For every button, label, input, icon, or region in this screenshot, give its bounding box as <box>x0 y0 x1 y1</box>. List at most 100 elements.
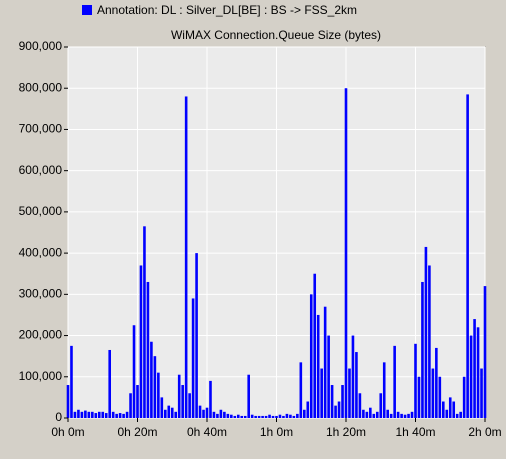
bar <box>125 411 129 418</box>
bar <box>303 409 306 418</box>
bar <box>160 397 164 418</box>
bar <box>115 413 118 418</box>
bar <box>236 414 240 418</box>
bar <box>389 413 393 418</box>
bar <box>198 405 202 418</box>
bar <box>476 327 480 418</box>
bar <box>445 409 449 418</box>
bar <box>139 265 143 418</box>
bar <box>316 314 320 418</box>
bar <box>167 405 171 418</box>
bar <box>334 405 337 418</box>
bar <box>87 411 91 418</box>
bar <box>84 410 87 418</box>
bar <box>80 411 84 418</box>
bar <box>358 393 362 418</box>
bar <box>223 411 226 418</box>
bar <box>296 413 299 418</box>
bar <box>386 409 389 418</box>
bar <box>375 411 379 418</box>
bar <box>400 413 403 418</box>
bar <box>66 385 70 418</box>
bar <box>459 411 462 418</box>
bar <box>268 414 271 418</box>
bar <box>379 393 383 418</box>
bar <box>282 415 285 418</box>
bar <box>177 374 181 418</box>
x-tick-label: 1h 0m <box>260 425 293 439</box>
bar <box>435 347 438 418</box>
bar <box>77 409 80 418</box>
bar <box>421 281 424 418</box>
bar <box>170 407 174 418</box>
bar <box>313 273 317 418</box>
bars <box>66 88 487 419</box>
bar <box>455 413 459 418</box>
bar <box>129 393 132 418</box>
bar <box>257 415 261 418</box>
chart-title: WiMAX Connection.Queue Size (bytes) <box>171 28 381 42</box>
bar <box>442 401 445 418</box>
bar <box>118 413 122 418</box>
bar <box>469 335 473 418</box>
bar <box>414 343 417 418</box>
bar <box>341 385 344 418</box>
bar <box>327 335 330 418</box>
bar <box>431 368 435 418</box>
bar <box>240 415 244 418</box>
bar <box>396 411 400 418</box>
bar <box>233 415 237 418</box>
bar <box>230 414 233 418</box>
bar <box>101 411 105 418</box>
bar <box>150 341 153 418</box>
bar <box>243 415 247 418</box>
bar <box>320 368 323 418</box>
bar <box>362 409 365 418</box>
legend-swatch <box>82 5 92 15</box>
y-tick-label: 200,000 <box>19 328 63 342</box>
bar <box>136 385 139 418</box>
bar <box>97 411 101 418</box>
bar <box>369 407 372 418</box>
bar <box>91 411 94 418</box>
bar <box>365 411 369 418</box>
bar <box>174 411 178 418</box>
bar <box>407 413 410 418</box>
bar <box>466 94 469 419</box>
y-tick-label: 100,000 <box>19 369 63 383</box>
bar <box>216 413 219 418</box>
bar <box>122 413 125 418</box>
y-tick-label: 0 <box>55 410 62 424</box>
bar <box>261 415 264 418</box>
x-tick-label: 1h 20m <box>326 425 366 439</box>
bar <box>157 372 160 418</box>
y-tick-label: 800,000 <box>19 80 63 94</box>
bar <box>292 415 296 418</box>
bar <box>417 376 421 418</box>
bar <box>250 414 254 418</box>
bar <box>309 294 313 418</box>
bar <box>146 281 150 418</box>
bar <box>275 415 278 418</box>
bar <box>181 385 184 418</box>
bar <box>323 306 327 418</box>
bar <box>164 409 167 418</box>
bar <box>264 415 268 418</box>
bar <box>424 246 428 418</box>
bar <box>278 414 282 418</box>
bar <box>285 413 289 418</box>
x-tick-label: 1h 40m <box>395 425 435 439</box>
y-tick-label: 700,000 <box>19 122 63 136</box>
bar <box>337 401 341 418</box>
bar <box>143 226 146 418</box>
bar <box>226 413 230 418</box>
bar <box>271 415 275 418</box>
bar <box>348 368 351 418</box>
bar <box>299 362 303 418</box>
bar <box>195 253 198 418</box>
x-tick-label: 2h 0m <box>468 425 501 439</box>
bar <box>132 325 136 418</box>
bar <box>184 96 188 418</box>
bar <box>306 401 310 418</box>
